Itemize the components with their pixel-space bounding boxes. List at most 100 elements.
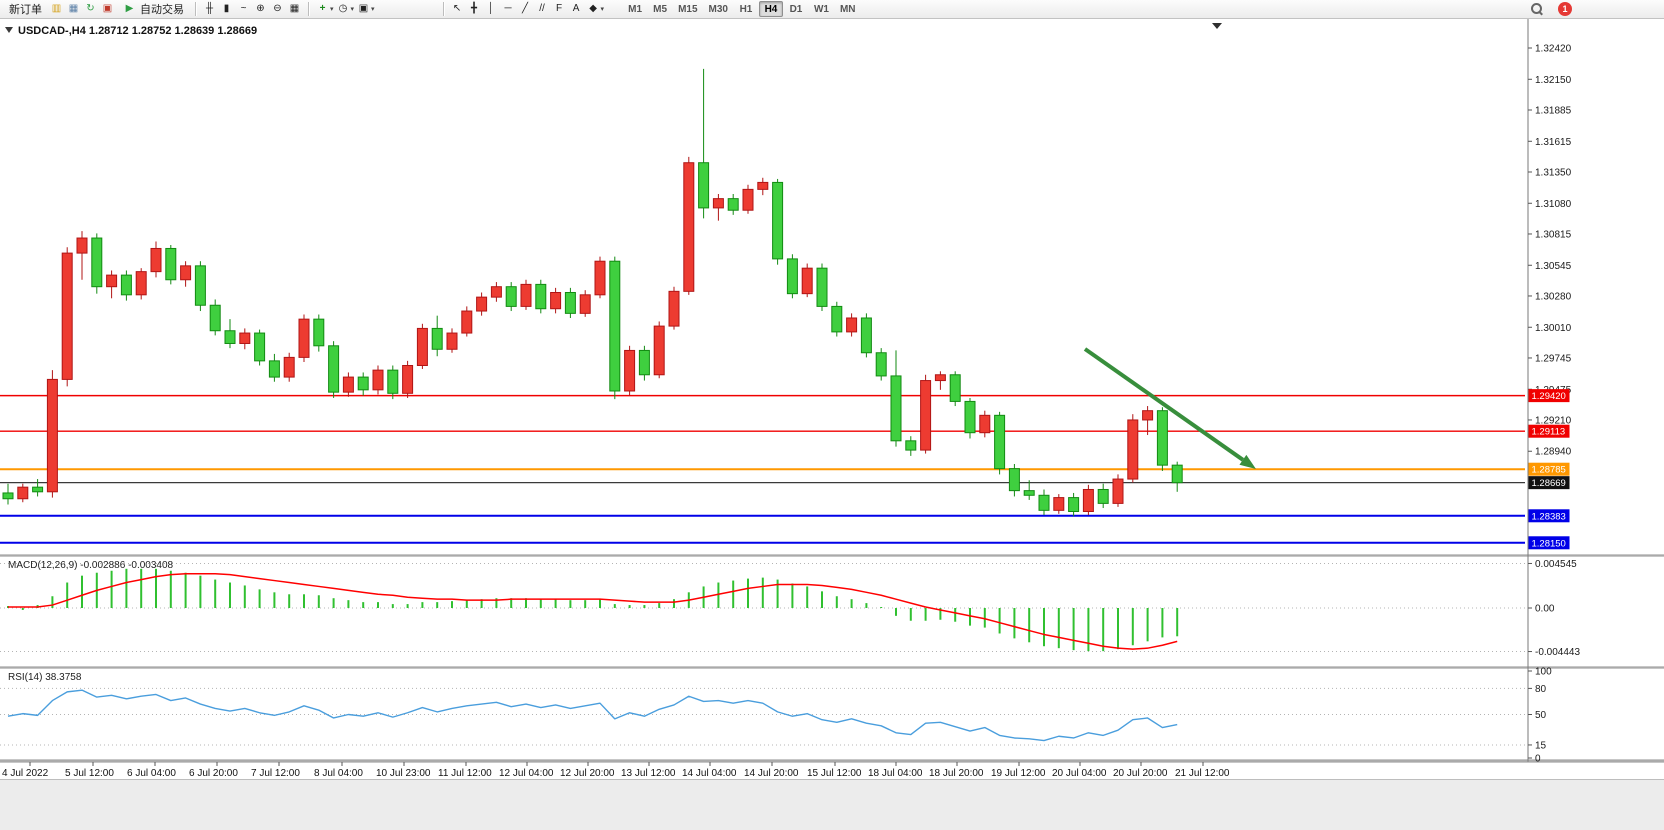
candle (846, 317, 858, 333)
timeframe-button-h4[interactable]: H4 (758, 1, 783, 17)
price-tick-label: 1.30010 (1535, 323, 1572, 334)
candle (1053, 497, 1065, 511)
time-label: 13 Jul 12:00 (621, 768, 676, 779)
chevron-down-icon[interactable]: ▾ (350, 6, 355, 13)
line-chart-icon[interactable]: ~ (240, 2, 247, 14)
candle (239, 332, 251, 344)
time-label: 4 Jul 2022 (2, 768, 49, 779)
candle (535, 283, 547, 310)
candle (816, 267, 828, 307)
rsi-tick-label: 100 (1535, 667, 1552, 678)
new-order-button[interactable]: 新订单 (4, 1, 47, 17)
vertical-line-icon[interactable]: │ (487, 2, 495, 14)
periods-icon[interactable]: ◷ (338, 2, 348, 14)
notification-badge[interactable]: 1 (1558, 2, 1572, 16)
shapes-icon[interactable]: ◆ (589, 2, 597, 14)
candle (372, 369, 384, 391)
price-tick-label: 1.31615 (1535, 137, 1572, 148)
symbol-marker-icon (5, 27, 13, 33)
time-label: 5 Jul 12:00 (65, 768, 114, 779)
candle (712, 198, 724, 209)
terminal-icon[interactable]: ▣ (102, 2, 113, 14)
candle (17, 486, 29, 500)
candle (1082, 488, 1094, 513)
candle (1068, 497, 1080, 513)
data-window-icon[interactable]: ▦ (68, 2, 79, 14)
price-chart[interactable]: 1.32420 1.32150 1.31885 1.31615 1.31350 1.310… (0, 19, 1664, 779)
candle (505, 286, 517, 307)
timeframe-button-m5[interactable]: M5 (648, 1, 672, 17)
candle (476, 296, 488, 312)
price-tag (1528, 476, 1570, 490)
timeframe-button-d1[interactable]: D1 (784, 1, 808, 17)
panel-separator[interactable] (0, 555, 1664, 557)
time-label: 11 Jul 12:00 (438, 768, 492, 779)
main-toolbar: 新订单 ▥ ▦ ↻ ▣ ▶ 自动交易 ╫ ▮ ~ ⊕ ⊖ ▦ + ▾ ◷ ▾ ▣ ▾ … (0, 0, 1664, 19)
candle (772, 181, 784, 260)
channel-icon[interactable]: // (539, 2, 545, 14)
price-tag-label: 1.29420 (1532, 391, 1566, 402)
candle (490, 286, 502, 298)
candle (949, 374, 961, 402)
chevron-down-icon[interactable]: ▾ (330, 6, 334, 13)
price-tag-label: 1.28785 (1532, 465, 1566, 476)
candle (757, 181, 769, 190)
panel-separator[interactable] (0, 760, 1664, 762)
candle (831, 305, 843, 333)
text-icon[interactable]: A (572, 2, 580, 14)
price-tag (1528, 424, 1570, 438)
crosshair-icon[interactable]: ╋ (471, 2, 478, 14)
refresh-icon[interactable]: ↻ (86, 2, 95, 14)
trendline-icon[interactable]: ╱ (522, 2, 529, 14)
candle (964, 400, 976, 434)
search-icon[interactable] (1530, 2, 1544, 16)
fibonacci-icon[interactable]: F (555, 2, 563, 14)
candle (1112, 478, 1124, 504)
bar-chart-icon[interactable]: ╫ (205, 2, 214, 14)
time-label: 14 Jul 04:00 (682, 768, 737, 779)
chart-shift-marker[interactable] (1212, 23, 1222, 29)
candlestick-icon[interactable]: ▮ (223, 2, 230, 14)
timeframe-button-m15[interactable]: M15 (673, 1, 702, 17)
zoom-in-icon[interactable]: ⊕ (256, 2, 265, 14)
candle (224, 330, 236, 344)
market-watch-icon[interactable]: ▥ (51, 2, 62, 14)
zoom-out-icon[interactable]: ⊖ (273, 2, 282, 14)
timeframe-button-m1[interactable]: M1 (623, 1, 647, 17)
candle (106, 274, 118, 288)
chevron-down-icon[interactable]: ▾ (600, 6, 605, 13)
candle (609, 260, 621, 392)
tile-windows-icon[interactable]: ▦ (289, 2, 300, 14)
candle (727, 198, 739, 211)
candle (1171, 464, 1183, 484)
chevron-down-icon[interactable]: ▾ (371, 6, 375, 13)
templates-icon[interactable]: ▣ (358, 2, 369, 14)
chart-background (0, 19, 1664, 779)
timeframe-button-w1[interactable]: W1 (809, 1, 834, 17)
auto-trading-button[interactable]: ▶ 自动交易 (117, 1, 189, 17)
candle (786, 258, 798, 295)
candle (298, 318, 310, 358)
indicators-icon[interactable]: + (319, 2, 326, 14)
candle (979, 414, 991, 434)
candle (461, 310, 473, 334)
timeframe-button-m30[interactable]: M30 (704, 1, 733, 17)
candle (165, 247, 177, 281)
timeframe-button-mn[interactable]: MN (835, 1, 861, 17)
rsi-line (7, 689, 1178, 742)
timeframe-button-h1[interactable]: H1 (734, 1, 758, 17)
price-tick-label: 1.31080 (1535, 199, 1572, 210)
candle (1142, 410, 1154, 421)
price-tag-label: 1.28150 (1532, 538, 1566, 549)
trend-arrow-head[interactable] (1239, 454, 1256, 469)
time-label: 18 Jul 04:00 (868, 768, 923, 779)
horizontal-line-icon[interactable]: ─ (504, 2, 512, 14)
candle (668, 290, 680, 327)
cursor-icon[interactable]: ↖ (452, 2, 462, 14)
candle (698, 162, 710, 209)
macd-label: MACD(12,26,9) -0.002886 -0.003408 (8, 560, 174, 571)
price-tag (1528, 536, 1570, 550)
candle (76, 237, 88, 254)
panel-separator[interactable] (0, 667, 1664, 669)
trend-arrow[interactable] (1083, 347, 1245, 462)
